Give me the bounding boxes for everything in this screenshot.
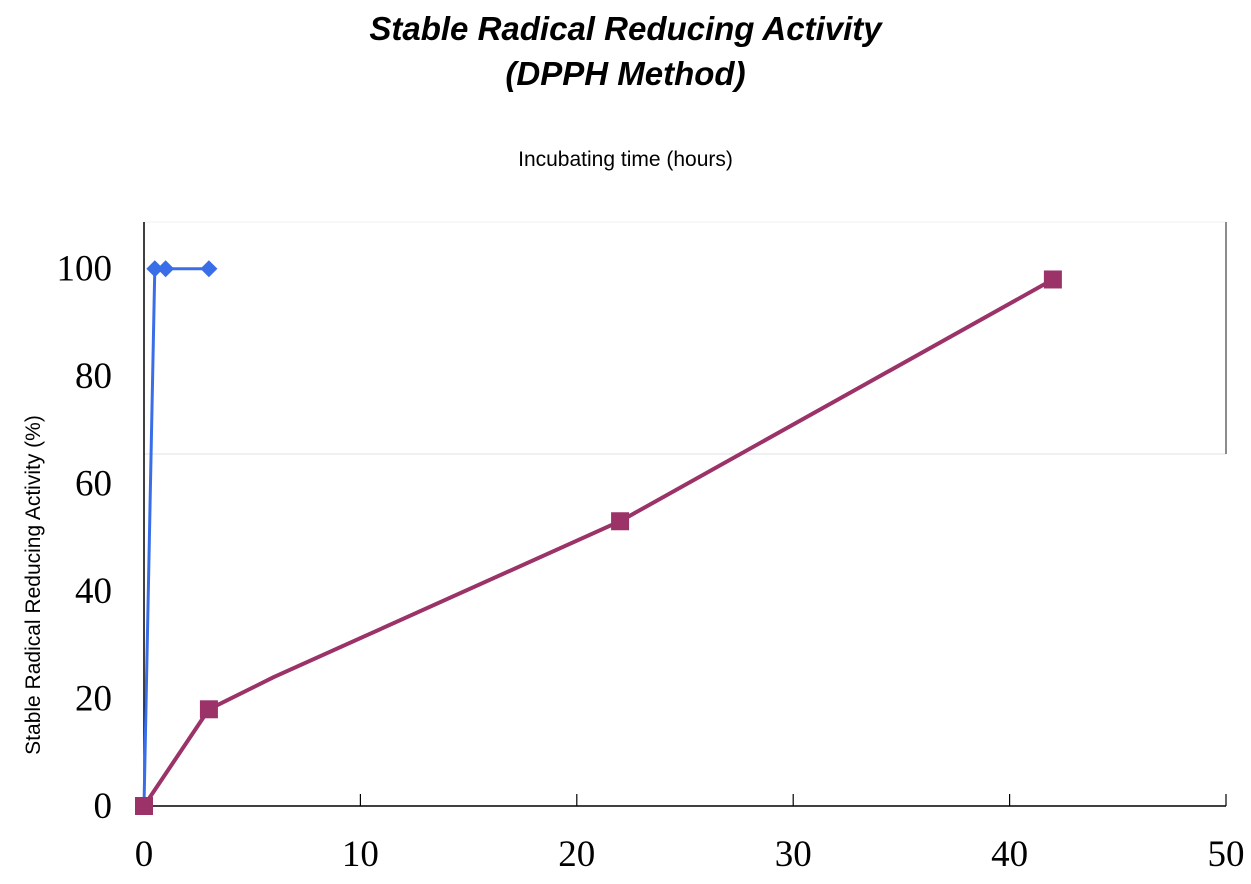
- series-1: [135, 270, 1062, 815]
- chart-title-line-1: Stable Radical Reducing Activity: [369, 10, 882, 47]
- x-tick-label-3: 30: [775, 834, 812, 875]
- x-tick-label-5: 50: [1208, 834, 1245, 875]
- series-1-point-1: [199, 700, 218, 719]
- series-1-point-4: [1043, 270, 1062, 289]
- x-tick-label-1: 10: [342, 834, 379, 875]
- series-0-point-2: [157, 260, 175, 278]
- y-tick-label-1: 20: [75, 679, 112, 720]
- series-1-line: [142, 277, 1054, 808]
- series-layer: [135, 260, 1062, 815]
- y-tick-label-4: 80: [75, 356, 112, 397]
- series-1-point-3: [611, 512, 630, 531]
- y-tick-label-3: 60: [75, 464, 112, 505]
- y-axis-label: Stable Radical Reducing Activity (%): [22, 415, 45, 755]
- chart-axes: 0 10 20 30 40 50 0 20 40 60 80 100: [57, 222, 1245, 875]
- chart-title-line-2: (DPPH Method): [505, 55, 746, 92]
- series-0-point-3: [200, 260, 218, 278]
- y-tick-label-5: 100: [57, 249, 113, 290]
- y-tick-label-2: 40: [75, 571, 112, 612]
- chart-frame: [144, 221, 1227, 455]
- x-tick-label-0: 0: [135, 834, 154, 875]
- series-1-point-0: [135, 797, 153, 815]
- series-0: [135, 260, 218, 815]
- x-tick-label-4: 40: [991, 834, 1028, 875]
- x-axis-label: Incubating time (hours): [518, 148, 733, 171]
- x-tick-label-2: 20: [558, 834, 595, 875]
- y-tick-label-0: 0: [94, 786, 113, 827]
- series-0-point-1: [146, 260, 164, 278]
